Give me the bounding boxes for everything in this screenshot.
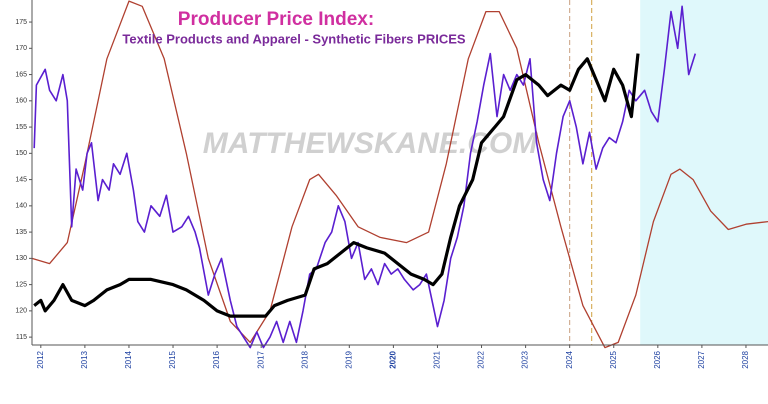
x-tick-label: 2012 — [36, 350, 45, 368]
x-tick-label: 2015 — [168, 350, 177, 368]
x-tick-label: 2025 — [609, 350, 618, 368]
y-tick-label: 130 — [15, 255, 27, 262]
y-tick-label: 170 — [15, 45, 27, 52]
series-line — [33, 53, 640, 318]
y-tick-label: 165 — [15, 71, 27, 78]
x-tick-label: 2016 — [212, 350, 221, 368]
x-tick-label: 2024 — [565, 350, 574, 368]
y-tick-label: 125 — [15, 281, 27, 288]
y-tick-label: 175 — [15, 19, 27, 26]
x-tick-label: 2014 — [124, 350, 133, 368]
x-tick-label: 2018 — [300, 350, 309, 368]
y-tick-label: 150 — [15, 150, 27, 157]
y-tick-label: 160 — [15, 98, 27, 105]
x-tick-label: 2013 — [80, 350, 89, 368]
axes-layer: 115 120 125 130 135 140 145 150 155 160 165 170 175 2… — [15, 0, 768, 369]
series-line — [33, 5, 697, 349]
y-tick-label: 115 — [16, 334, 27, 341]
x-tick-label: 2021 — [433, 350, 442, 368]
x-tick-label: 2017 — [256, 350, 265, 368]
lines-layer — [31, 0, 768, 349]
series-line — [31, 0, 768, 349]
x-tick-label: 2022 — [477, 350, 486, 368]
x-tick-label: 2019 — [344, 350, 353, 368]
x-tick-label: 2028 — [741, 350, 750, 368]
y-tick-label: 135 — [15, 229, 27, 236]
x-tick-label: 2027 — [697, 350, 706, 368]
watermark: MATTHEWSKANE.COM — [203, 127, 538, 160]
y-tick-label: 145 — [15, 176, 27, 183]
shaded-region — [640, 0, 768, 345]
y-tick-label: 140 — [15, 203, 27, 210]
chart-title: Producer Price Index: — [178, 9, 374, 30]
y-tick-label: 155 — [15, 124, 27, 131]
y-tick-label: 120 — [15, 308, 27, 315]
x-tick-label: 2026 — [653, 350, 662, 368]
chart-subtitle: Textile Products and Apparel - Synthetic… — [122, 31, 465, 46]
background-layer — [569, 0, 768, 345]
x-tick-label: 2020 — [388, 350, 397, 368]
x-tick-label: 2023 — [521, 350, 530, 368]
